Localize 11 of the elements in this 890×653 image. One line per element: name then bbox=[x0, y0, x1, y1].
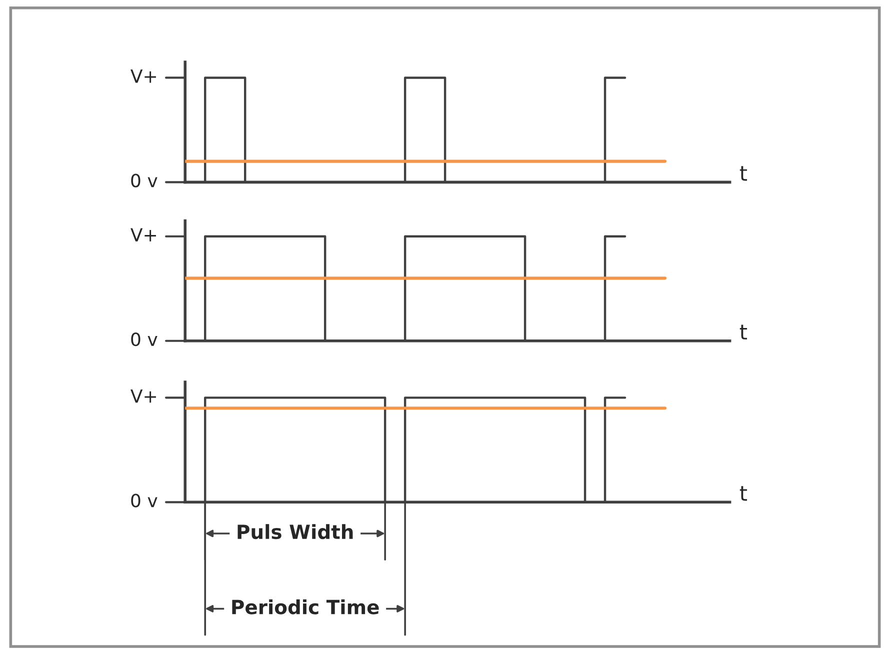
text: 0 v bbox=[131, 174, 158, 188]
text: V+ bbox=[130, 228, 156, 242]
text: 0 v bbox=[131, 494, 158, 508]
text: V+ bbox=[130, 70, 156, 83]
x-axis-title: t bbox=[740, 324, 748, 340]
x-axis-title: t bbox=[740, 486, 748, 501]
text: Puls Width bbox=[238, 524, 353, 540]
text: 0 v bbox=[131, 332, 158, 346]
text: V+ bbox=[130, 389, 156, 403]
x-axis-title: t bbox=[740, 166, 748, 181]
text: Periodic Time bbox=[232, 599, 379, 614]
